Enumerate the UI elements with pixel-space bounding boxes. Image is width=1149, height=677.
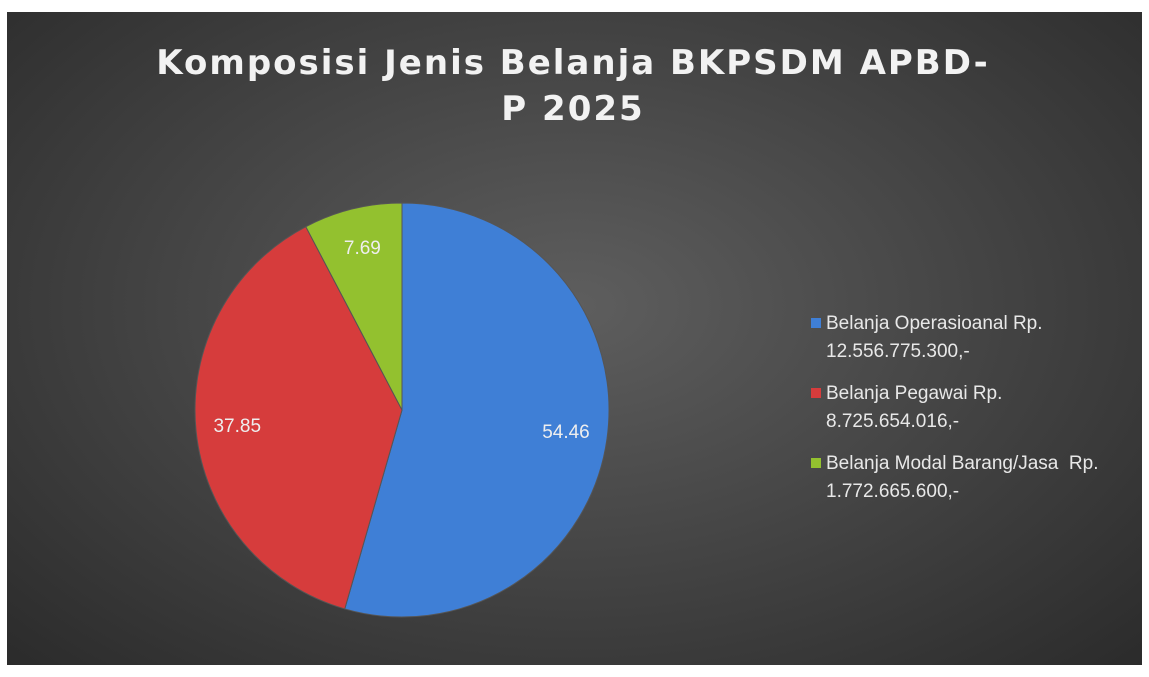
chart: 54.46 37.85 7.69 [194,202,610,618]
pie-slice [344,202,610,618]
chart-area: 54.46 37.85 7.69 Komposisi Jenis Belanja B… [7,12,1142,665]
data-label: 37.85 [213,416,261,437]
legend-marker [811,318,821,328]
data-label: 7.69 [344,238,381,259]
legend-marker [811,458,821,468]
legend-marker [811,388,821,398]
legend-label: Belanja Pegawai Rp. 8.725.654.016,- [826,383,1008,432]
legend-entry: Belanja Operasioanal Rp. 12.556.775.300,… [811,310,1141,366]
legend-label: Belanja Modal Barang/Jasa Rp. 1.772.665.… [826,453,1104,502]
legend-entry: Belanja Modal Barang/Jasa Rp. 1.772.665.… [811,450,1141,506]
pie-slice [305,202,403,411]
legend: Belanja Operasioanal Rp. 12.556.775.300,… [811,310,1141,520]
data-label: 54.46 [542,422,590,443]
chart-title: Komposisi Jenis Belanja BKPSDM APBD-P 20… [156,43,990,129]
legend-entry: Belanja Pegawai Rp. 8.725.654.016,- [811,380,1141,436]
pie-slice [194,226,403,610]
legend-label: Belanja Operasioanal Rp. 12.556.775.300,… [826,313,1048,362]
